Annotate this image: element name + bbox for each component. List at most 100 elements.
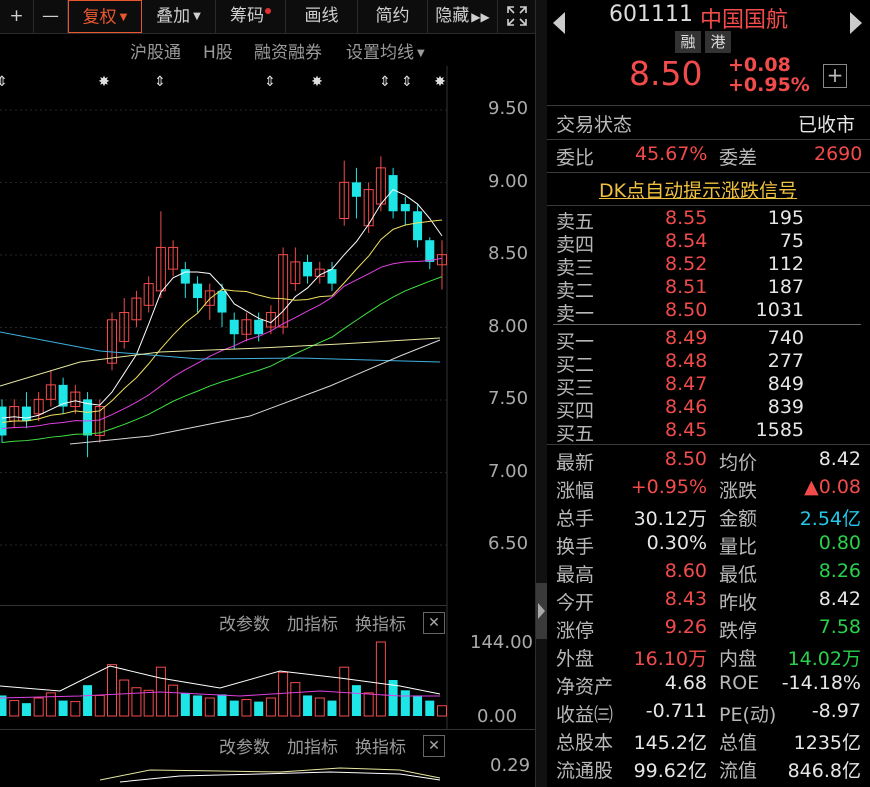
zoom-in-button[interactable]: + xyxy=(0,0,34,33)
ind-value-label: 0.29 xyxy=(490,755,531,776)
link-hgt[interactable]: 沪股通 xyxy=(130,43,181,63)
stock-code: 601111 xyxy=(609,2,693,27)
fullscreen-button[interactable] xyxy=(498,0,535,33)
vol-change-params[interactable]: 改参数 xyxy=(219,615,270,635)
stat-label: 最新 xyxy=(556,452,595,474)
bids-price: 8.45 xyxy=(665,419,708,441)
candle-body xyxy=(180,269,190,284)
volume-bar xyxy=(229,700,239,716)
weibi-label: 委比 xyxy=(556,147,595,169)
asks-price: 8.55 xyxy=(665,207,708,229)
vol-close-icon[interactable]: ✕ xyxy=(423,612,445,634)
stat-label: 涨跌 xyxy=(719,480,758,502)
candle-body xyxy=(229,319,239,335)
bids-price: 8.49 xyxy=(665,327,708,349)
zoom-out-button[interactable]: — xyxy=(34,0,68,33)
ind-switch-indicator[interactable]: 换指标 xyxy=(355,738,406,758)
volume-bar xyxy=(83,685,93,716)
prev-stock-icon[interactable] xyxy=(553,12,565,34)
dk-signal-link[interactable]: DK点自动提示涨跌信号 xyxy=(599,180,798,202)
ind-add-indicator[interactable]: 加指标 xyxy=(287,738,338,758)
weibi-value: 45.67% xyxy=(635,143,708,165)
stat-label: 总手 xyxy=(556,508,595,530)
stat-label: 涨幅 xyxy=(556,480,595,502)
candle-body xyxy=(290,261,301,285)
ind-close-icon[interactable]: ✕ xyxy=(423,735,445,757)
stat-value: 30.12万 xyxy=(633,508,707,530)
volume-bar xyxy=(0,695,7,716)
candle-body xyxy=(107,319,117,364)
price-tick-label: 9.00 xyxy=(488,170,529,192)
volume-bar xyxy=(193,695,203,716)
bids-label: 买五 xyxy=(556,423,595,445)
chevron-down-icon: ▼ xyxy=(119,12,128,23)
collapse-panel-button[interactable] xyxy=(536,583,547,639)
bids-label: 买三 xyxy=(556,377,595,399)
volume-bar xyxy=(33,697,44,717)
ind-change-params[interactable]: 改参数 xyxy=(219,738,270,758)
volume-bar xyxy=(94,694,105,717)
yincang-button[interactable]: 隐藏 ▶▶ xyxy=(428,0,498,33)
bids-label: 买一 xyxy=(556,331,595,353)
candle-body xyxy=(119,312,130,342)
chevron-down-icon: ▼ xyxy=(193,11,201,22)
stat-label: 内盘 xyxy=(719,648,758,670)
candle-body xyxy=(0,406,7,436)
margin-badge: 融 xyxy=(675,31,701,53)
fuquan-button[interactable]: 复权 ▼ xyxy=(68,0,142,33)
stat-label: 最高 xyxy=(556,564,595,586)
volume-bar xyxy=(303,695,313,716)
diejia-button[interactable]: 叠加 ▼ xyxy=(142,0,216,33)
stat-label: PE(动) xyxy=(719,704,777,726)
asks-label: 卖一 xyxy=(556,303,595,325)
dk-marker-icon: ⇕ xyxy=(379,74,391,90)
huaxian-button[interactable]: 画线 xyxy=(286,0,358,33)
chouma-button[interactable]: 筹码 xyxy=(216,0,286,33)
add-watchlist-button[interactable]: + xyxy=(823,64,847,88)
fuquan-label: 复权 xyxy=(82,7,117,28)
vol-switch-indicator[interactable]: 换指标 xyxy=(355,615,406,635)
link-hgu[interactable]: H股 xyxy=(203,43,233,63)
bids-price: 8.47 xyxy=(665,373,708,395)
volume-bar xyxy=(21,703,31,716)
volume-bar xyxy=(254,701,264,716)
chevron-down-icon: ▼ xyxy=(417,47,425,59)
volume-bar xyxy=(180,692,190,716)
asks-price: 8.51 xyxy=(665,276,708,298)
price-tick-label: 8.00 xyxy=(488,315,529,337)
candle-body xyxy=(193,283,203,299)
volume-bar xyxy=(119,679,130,717)
volume-bar xyxy=(45,692,56,717)
candle-body xyxy=(351,182,361,197)
stat-label: 均价 xyxy=(719,452,758,474)
chouma-label: 筹码 xyxy=(230,6,264,26)
volume-bar xyxy=(204,697,215,717)
asks-label: 卖三 xyxy=(556,257,595,279)
jianyue-button[interactable]: 简约 xyxy=(358,0,428,33)
stat-value: 0.30% xyxy=(646,532,707,554)
link-rzrq[interactable]: 融资融券 xyxy=(254,43,322,63)
panel-splitter[interactable] xyxy=(536,0,547,787)
volume-bar xyxy=(339,666,350,717)
next-stock-icon[interactable] xyxy=(850,12,862,34)
ma-settings-button[interactable]: 设置均线 ▼ xyxy=(346,38,425,64)
stat-value: -0.711 xyxy=(645,700,707,722)
fullscreen-icon xyxy=(506,6,527,26)
dk-marker-icon: ✸ xyxy=(311,74,323,90)
volume-bar xyxy=(400,690,410,716)
volume-bar xyxy=(168,684,179,717)
volume-bar xyxy=(314,697,325,717)
notification-dot-icon xyxy=(265,8,271,14)
stat-label: ROE xyxy=(719,672,760,694)
bids-label: 买四 xyxy=(556,400,595,422)
vol-add-indicator[interactable]: 加指标 xyxy=(287,615,338,635)
candle-body xyxy=(339,181,350,220)
stat-label: 流值 xyxy=(719,760,758,782)
double-chevron-right-icon: ▶▶ xyxy=(471,10,490,24)
candle-body xyxy=(45,384,56,400)
volume-bar xyxy=(363,692,374,717)
stat-value: 846.8亿 xyxy=(787,760,861,782)
stat-label: 流通股 xyxy=(556,760,614,782)
volume-bar xyxy=(155,666,166,717)
asks-volume: 112 xyxy=(767,253,804,275)
